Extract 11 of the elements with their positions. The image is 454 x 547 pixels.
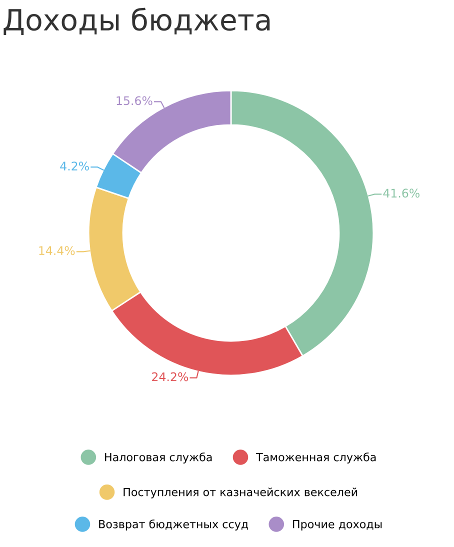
chart-title: Доходы бюджета: [4, 8, 270, 35]
legend-label: Возврат бюджетных ссуд: [99, 520, 248, 530]
legend-label: Прочие доходы: [293, 520, 382, 530]
legend-label: Поступления от казначейских векселей: [124, 488, 358, 498]
legend-label: Таможенная служба: [256, 452, 376, 464]
legend-label: Налоговая служба: [105, 452, 212, 464]
data-label: 14.4%: [39, 246, 75, 256]
data-label: 15.6%: [116, 96, 152, 106]
data-label: 4.2%: [60, 162, 89, 171]
data-label: 24.2%: [152, 372, 188, 382]
data-label: 41.6%: [383, 188, 420, 198]
